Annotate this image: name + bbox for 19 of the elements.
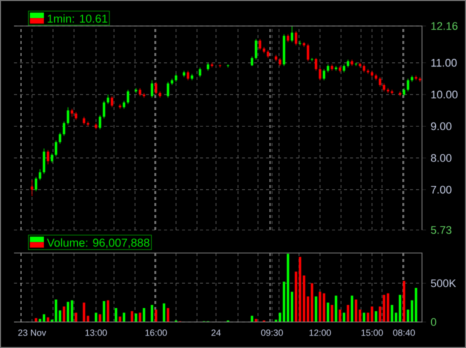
y-tick-label: 0 (430, 318, 436, 326)
x-tick-label: 08:40 (393, 330, 415, 336)
x-tick-label: 16:00 (145, 330, 167, 336)
y-tick-label: 500K (430, 279, 456, 288)
x-tick-label: 12:00 (309, 330, 331, 336)
y-tick-label: 5.73 (430, 226, 452, 234)
x-tick-label: 15:00 (361, 330, 383, 336)
x-tick-label: 23 Nov (18, 330, 46, 336)
chart-title: Volume: 96,007,888 (46, 238, 150, 248)
chart-title: 1min: 10.61 (48, 14, 108, 23)
y-tick-label: 9.00 (431, 122, 452, 130)
y-tick-label: 8.00 (431, 154, 452, 162)
y-tick-label: 12.16 (431, 22, 458, 30)
y-tick-label: 10.00 (431, 90, 458, 98)
y-tick-label: 11.00 (431, 58, 457, 67)
x-tick-label: 09:30 (261, 330, 283, 336)
y-tick-label: 7.00 (431, 186, 452, 194)
x-tick-label: 24 (211, 330, 221, 336)
x-tick-label: 13:00 (85, 330, 107, 336)
